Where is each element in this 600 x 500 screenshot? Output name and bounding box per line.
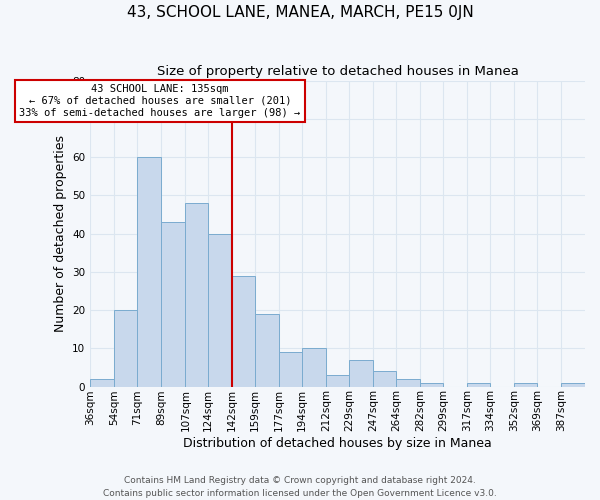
Bar [232, 276, 255, 386]
Title: Size of property relative to detached houses in Manea: Size of property relative to detached ho… [157, 65, 518, 78]
Bar [467, 382, 490, 386]
Bar [90, 379, 114, 386]
Bar [302, 348, 326, 387]
Bar [349, 360, 373, 386]
Bar [373, 371, 396, 386]
Bar [114, 310, 137, 386]
Bar [561, 382, 585, 386]
Text: 43 SCHOOL LANE: 135sqm
← 67% of detached houses are smaller (201)
33% of semi-de: 43 SCHOOL LANE: 135sqm ← 67% of detached… [19, 84, 301, 117]
Bar [185, 203, 208, 386]
Bar [279, 352, 302, 386]
Bar [255, 314, 279, 386]
Text: 43, SCHOOL LANE, MANEA, MARCH, PE15 0JN: 43, SCHOOL LANE, MANEA, MARCH, PE15 0JN [127, 5, 473, 20]
Bar [161, 222, 185, 386]
Y-axis label: Number of detached properties: Number of detached properties [53, 135, 67, 332]
Bar [137, 157, 161, 386]
Bar [514, 382, 537, 386]
Bar [326, 375, 349, 386]
Bar [396, 379, 420, 386]
Bar [420, 382, 443, 386]
Bar [208, 234, 232, 386]
Text: Contains HM Land Registry data © Crown copyright and database right 2024.
Contai: Contains HM Land Registry data © Crown c… [103, 476, 497, 498]
X-axis label: Distribution of detached houses by size in Manea: Distribution of detached houses by size … [183, 437, 492, 450]
